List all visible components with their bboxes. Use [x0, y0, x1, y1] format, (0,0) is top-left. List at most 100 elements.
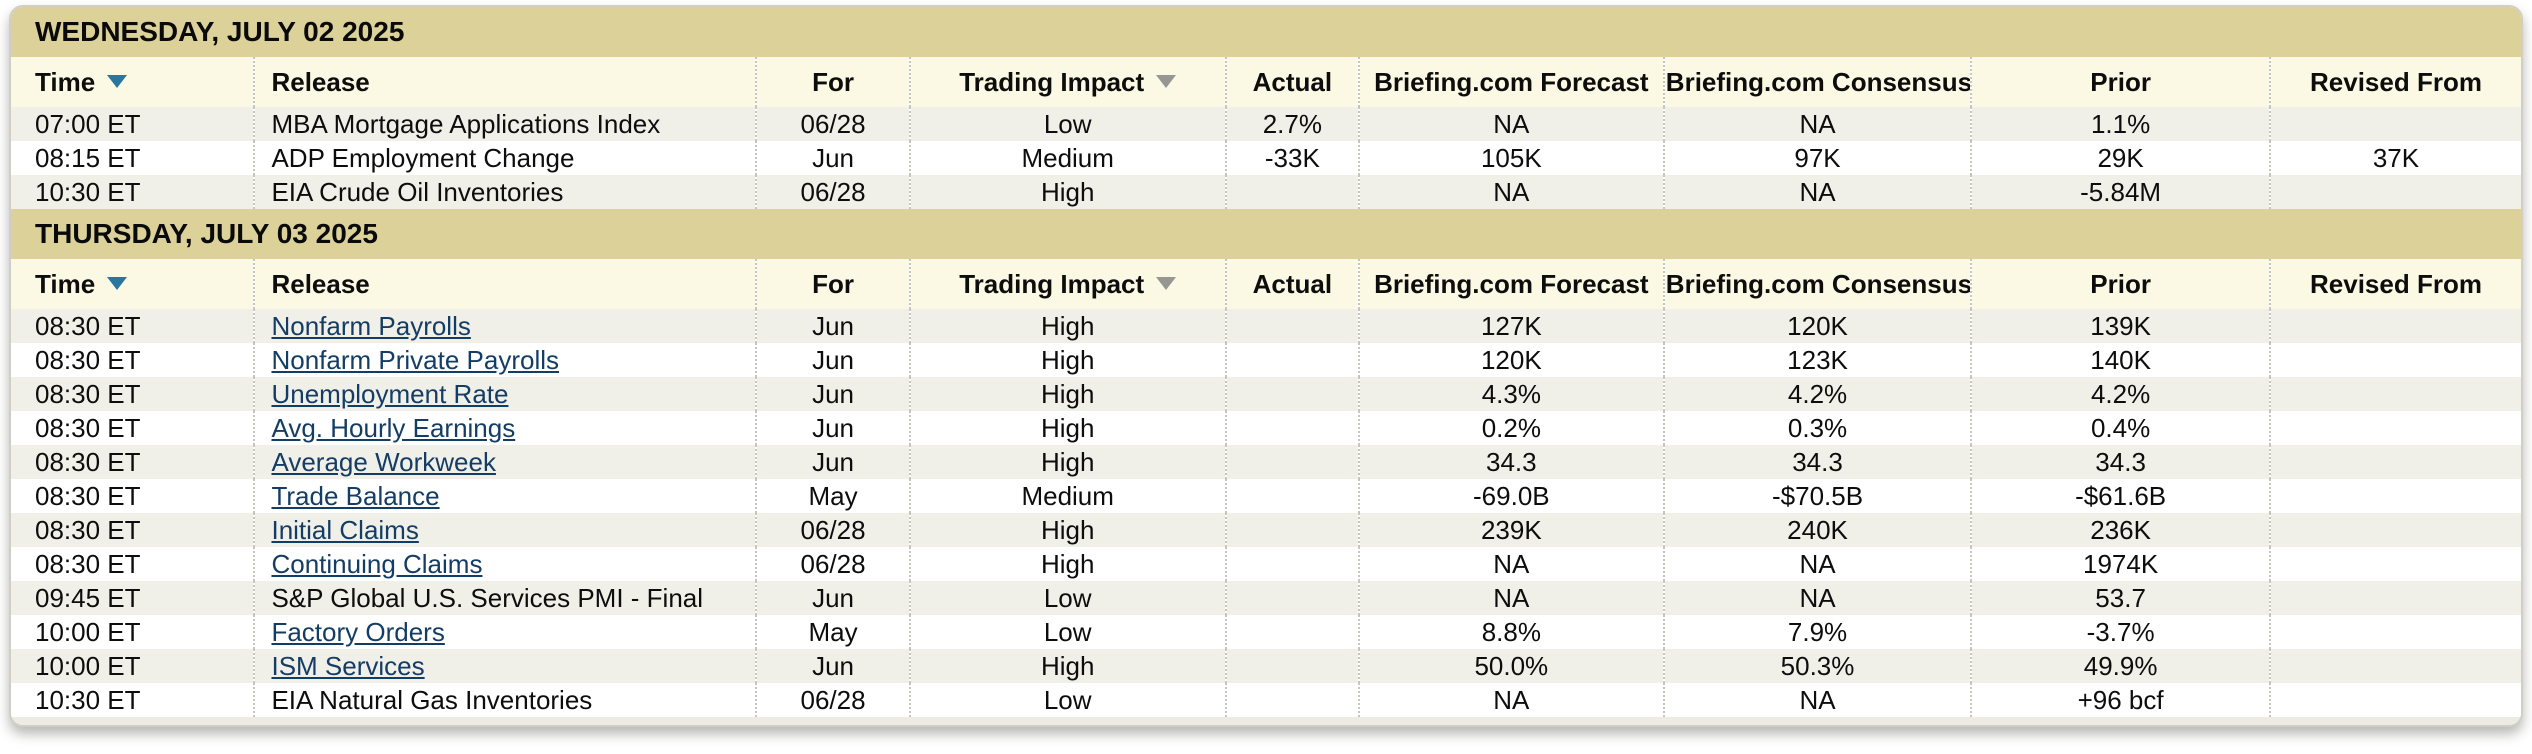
- column-header-time[interactable]: Time: [11, 57, 255, 107]
- for-cell: May: [755, 615, 910, 649]
- prior-cell: 53.7: [1970, 581, 2270, 615]
- release-link[interactable]: Average Workweek: [271, 446, 496, 477]
- consensus-cell: 7.9%: [1662, 615, 1972, 649]
- date-band-label: THURSDAY, JULY 03 2025: [35, 218, 378, 249]
- release-link[interactable]: Nonfarm Private Payrolls: [271, 344, 560, 375]
- for-cell: 06/28: [755, 683, 910, 717]
- release-cell: Continuing Claims: [253, 547, 757, 581]
- actual-cell: [1224, 547, 1359, 581]
- prior-cell: 0.4%: [1970, 411, 2270, 445]
- revised-cell: [2268, 547, 2521, 581]
- actual-cell: [1224, 175, 1359, 209]
- time-cell: 08:30 ET: [35, 548, 141, 579]
- prior-cell: 1974K: [1970, 547, 2270, 581]
- table-row: 10:30 ET EIA Crude Oil Inventories 06/28 Hi…: [11, 175, 2521, 209]
- consensus-cell: NA: [1662, 683, 1972, 717]
- prior-cell: 34.3: [1970, 445, 2270, 479]
- consensus-cell: 4.2%: [1662, 377, 1972, 411]
- sort-descending-icon: [107, 75, 128, 89]
- consensus-cell: NA: [1662, 107, 1972, 141]
- column-header-trading-impact[interactable]: Trading Impact: [908, 57, 1226, 107]
- column-header-label: For: [812, 66, 854, 97]
- actual-cell: [1224, 513, 1359, 547]
- column-header-actual: Actual: [1224, 259, 1359, 309]
- column-header-briefing-com-consensus: Briefing.com Consensus: [1662, 57, 1972, 107]
- column-header-release: Release: [253, 57, 757, 107]
- column-header-label: Briefing.com Consensus: [1665, 268, 1972, 299]
- column-header-label: Time: [35, 268, 96, 299]
- column-header-briefing-com-forecast: Briefing.com Forecast: [1357, 57, 1664, 107]
- time-cell: 10:00 ET: [35, 650, 141, 681]
- actual-cell: [1224, 683, 1359, 717]
- for-cell: Jun: [755, 309, 910, 343]
- release-cell: Unemployment Rate: [253, 377, 757, 411]
- forecast-cell: 120K: [1357, 343, 1664, 377]
- revised-cell: [2268, 479, 2521, 513]
- for-cell: Jun: [755, 649, 910, 683]
- for-cell: Jun: [755, 377, 910, 411]
- prior-cell: 1.1%: [1970, 107, 2270, 141]
- release-link[interactable]: Factory Orders: [271, 616, 445, 647]
- consensus-cell: 123K: [1662, 343, 1972, 377]
- forecast-cell: 4.3%: [1357, 377, 1664, 411]
- column-header-label: Trading Impact: [959, 66, 1145, 97]
- release-link[interactable]: Continuing Claims: [271, 548, 483, 579]
- column-header-for: For: [755, 259, 910, 309]
- column-header-briefing-com-consensus: Briefing.com Consensus: [1662, 259, 1972, 309]
- column-header-label: Time: [35, 66, 96, 97]
- time-cell: 09:45 ET: [35, 582, 141, 613]
- table-row: 08:30 ET Nonfarm Private Payrolls Jun High 1…: [11, 343, 2521, 377]
- for-cell: Jun: [755, 343, 910, 377]
- prior-cell: -5.84M: [1970, 175, 2270, 209]
- forecast-cell: NA: [1357, 683, 1664, 717]
- column-header-label: Trading Impact: [959, 268, 1145, 299]
- release-link[interactable]: Unemployment Rate: [271, 378, 509, 409]
- forecast-cell: NA: [1357, 175, 1664, 209]
- consensus-cell: 0.3%: [1662, 411, 1972, 445]
- release-cell: Average Workweek: [253, 445, 757, 479]
- prior-cell: -3.7%: [1970, 615, 2270, 649]
- revised-cell: [2268, 615, 2521, 649]
- release-link[interactable]: Avg. Hourly Earnings: [271, 412, 516, 443]
- prior-cell: 236K: [1970, 513, 2270, 547]
- forecast-cell: 127K: [1357, 309, 1664, 343]
- revised-cell: [2268, 377, 2521, 411]
- column-header-label: Revised From: [2310, 66, 2482, 97]
- actual-cell: [1224, 615, 1359, 649]
- column-header-label: For: [812, 268, 854, 299]
- column-header-label: Prior: [2090, 268, 2151, 299]
- for-cell: Jun: [755, 445, 910, 479]
- revised-cell: [2268, 649, 2521, 683]
- time-cell: 10:00 ET: [35, 616, 141, 647]
- forecast-cell: 239K: [1357, 513, 1664, 547]
- for-cell: May: [755, 479, 910, 513]
- time-cell: 08:15 ET: [35, 142, 141, 173]
- table-footer-strip: [11, 717, 2521, 725]
- actual-cell: [1224, 649, 1359, 683]
- revised-cell: [2268, 445, 2521, 479]
- calendar-grid: Time Release For Trading Impact Actual Briefi…: [11, 259, 2521, 717]
- revised-cell: [2268, 107, 2521, 141]
- release-cell: Trade Balance: [253, 479, 757, 513]
- for-cell: 06/28: [755, 547, 910, 581]
- column-header-revised-from: Revised From: [2268, 57, 2521, 107]
- release-link[interactable]: Initial Claims: [271, 514, 419, 545]
- release-link[interactable]: Nonfarm Payrolls: [271, 310, 471, 341]
- column-header-time[interactable]: Time: [11, 259, 255, 309]
- table-row: 08:30 ET Nonfarm Payrolls Jun High 127K 120K 1…: [11, 309, 2521, 343]
- forecast-cell: NA: [1357, 581, 1664, 615]
- release-link[interactable]: Trade Balance: [271, 480, 440, 511]
- column-header-actual: Actual: [1224, 57, 1359, 107]
- calendar-section-wednesday: WEDNESDAY, JULY 02 2025 Time Release For Tr…: [11, 7, 2521, 209]
- time-cell: 08:30 ET: [35, 514, 141, 545]
- column-header-label: Prior: [2090, 66, 2151, 97]
- release-link[interactable]: ISM Services: [271, 650, 425, 681]
- sort-descending-icon: [1156, 277, 1177, 291]
- impact-cell: High: [908, 649, 1226, 683]
- release-cell: ISM Services: [253, 649, 757, 683]
- actual-cell: [1224, 343, 1359, 377]
- impact-cell: High: [908, 547, 1226, 581]
- revised-cell: [2268, 513, 2521, 547]
- impact-cell: High: [908, 175, 1226, 209]
- column-header-trading-impact[interactable]: Trading Impact: [908, 259, 1226, 309]
